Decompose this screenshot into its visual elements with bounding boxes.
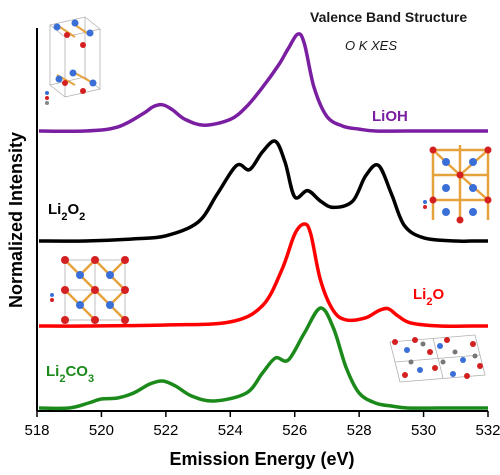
x-tick-label: 518 (24, 422, 49, 439)
series-label-li2o2: Li2O2 (48, 201, 85, 223)
series-label-li2co3: Li2CO3 (46, 363, 94, 385)
chart-subtitle: O K XES (345, 38, 397, 53)
chart-title: Valence Band Structure (310, 9, 467, 25)
x-tick-label: 532 (475, 422, 500, 439)
series-label-li2o: Li2O (413, 286, 444, 308)
series-line-lioh (38, 32, 488, 134)
crystal-structure-inset-li2o (50, 256, 129, 324)
crystal-structure-inset-lioh (45, 16, 101, 105)
series-curves (38, 32, 488, 411)
crystal-structure-inset-li2co3 (389, 334, 486, 383)
x-tick-label: 528 (347, 422, 372, 439)
x-tick-label: 520 (89, 422, 114, 439)
series-label-lioh: LiOH (372, 108, 408, 125)
x-axis-label: Emission Energy (eV) (169, 449, 354, 469)
x-ticks: 518 520 522 524 526 528 530 532 (24, 411, 500, 439)
x-tick-label: 522 (153, 422, 178, 439)
series-line-li2co3 (38, 306, 488, 411)
x-tick-label: 526 (282, 422, 307, 439)
x-tick-label: 524 (218, 422, 243, 439)
series-line-li2o (38, 222, 488, 328)
crystal-structure-inset-li2o2 (423, 145, 492, 224)
x-tick-label: 530 (411, 422, 436, 439)
series-line-li2o2 (38, 139, 488, 243)
y-axis-label: Normalized Intensity (6, 132, 26, 308)
